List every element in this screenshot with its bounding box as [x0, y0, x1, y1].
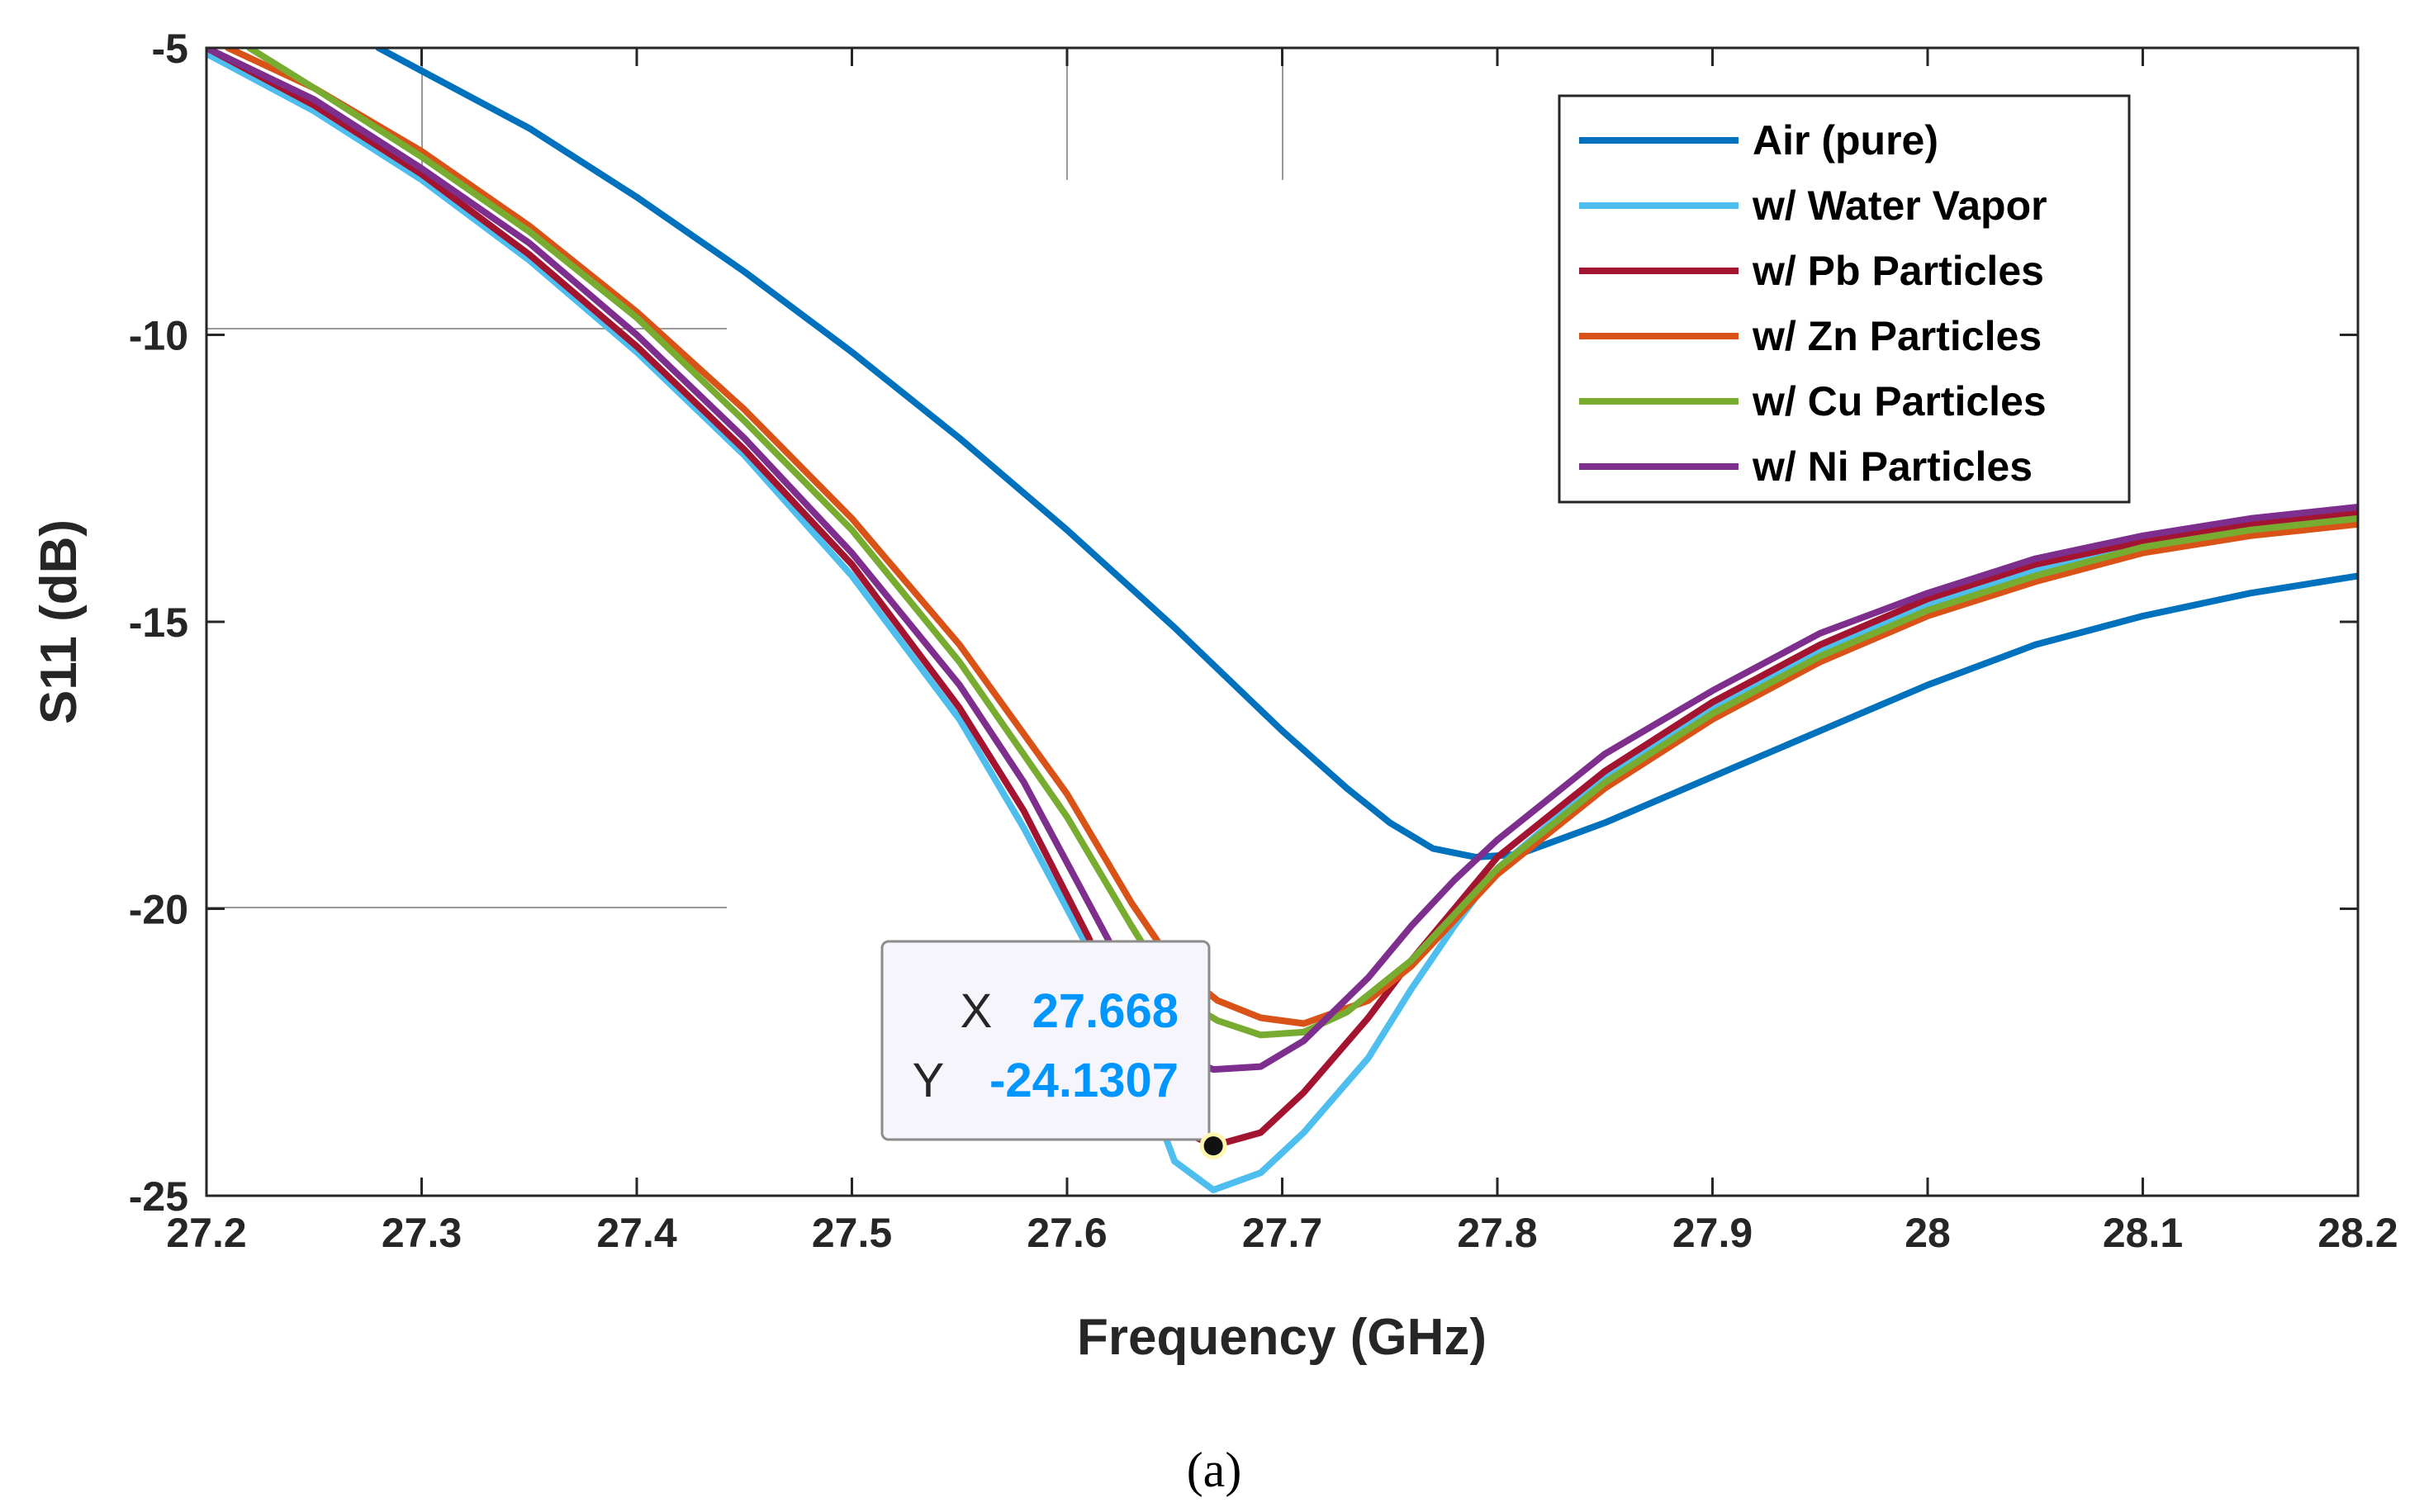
y-tick-label: -20 — [129, 887, 188, 933]
axes-box — [205, 46, 2360, 1197]
datatip-x-key: X — [961, 984, 993, 1038]
x-tick-label: 28.2 — [2317, 1210, 2398, 1256]
x-tick-label: 27.7 — [1242, 1210, 1322, 1256]
y-tick-label: -15 — [129, 600, 188, 646]
x-tick-label: 27.9 — [1672, 1210, 1753, 1256]
figure-caption: (a) — [1187, 1443, 1242, 1497]
plot-clip — [206, 48, 2358, 1193]
datatip-x-value: 27.668 — [1032, 984, 1179, 1038]
legend-box — [1558, 94, 2131, 504]
series-line-air-pure — [375, 48, 2358, 860]
x-axis-label: Frequency (GHz) — [1077, 1309, 1487, 1366]
x-tick-label: 27.6 — [1027, 1210, 1107, 1256]
legend: Air (pure) w/ Water Vapor w/ Pb Particles w… — [1558, 94, 2131, 504]
y-tick-label: -10 — [129, 313, 188, 359]
datatip-y-key: Y — [913, 1054, 945, 1107]
legend-label: w/ Cu Particles — [1752, 378, 2047, 424]
datatip-box — [880, 940, 1211, 1141]
legend-label: w/ Pb Particles — [1752, 248, 2044, 294]
x-tick-label: 27.8 — [1457, 1210, 1537, 1256]
x-tick-label: 27.5 — [812, 1210, 892, 1256]
x-tick-label: 28.1 — [2103, 1210, 2183, 1256]
series-line-w-ni-particles — [206, 48, 2358, 1074]
datatip-marker[interactable] — [1199, 1132, 1227, 1160]
y-tick-label: -25 — [129, 1173, 188, 1220]
x-tick-label: 28 — [1905, 1210, 1951, 1256]
legend-label: w/ Ni Particles — [1752, 443, 2033, 490]
datatip-y-value: -24.1307 — [989, 1054, 1179, 1107]
x-tick-label: 27.4 — [596, 1210, 677, 1256]
x-tick-label: 27.2 — [166, 1210, 246, 1256]
legend-label: Air (pure) — [1753, 117, 1938, 164]
series-line-w-cu-particles — [246, 48, 2358, 1039]
y-axis-label: S11 (dB) — [31, 519, 88, 724]
x-tick-label: 27.3 — [382, 1210, 462, 1256]
y-tick-label: -5 — [152, 26, 188, 72]
series-line-w-pb-particles — [206, 48, 2358, 1149]
series-lines — [206, 48, 2358, 1193]
series-line-w-water-vapor — [206, 50, 2358, 1193]
datatip[interactable]: X 27.668 Y -24.1307 — [880, 940, 1211, 1141]
legend-label: w/ Water Vapor — [1752, 182, 2047, 229]
legend-label: w/ Zn Particles — [1752, 313, 2042, 359]
axis-tick-labels: 27.2 27.3 27.4 27.5 27.6 27.7 27.8 27.9 28 28.1 28… — [129, 26, 2398, 1256]
series-line-w-zn-particles — [225, 48, 2358, 1027]
